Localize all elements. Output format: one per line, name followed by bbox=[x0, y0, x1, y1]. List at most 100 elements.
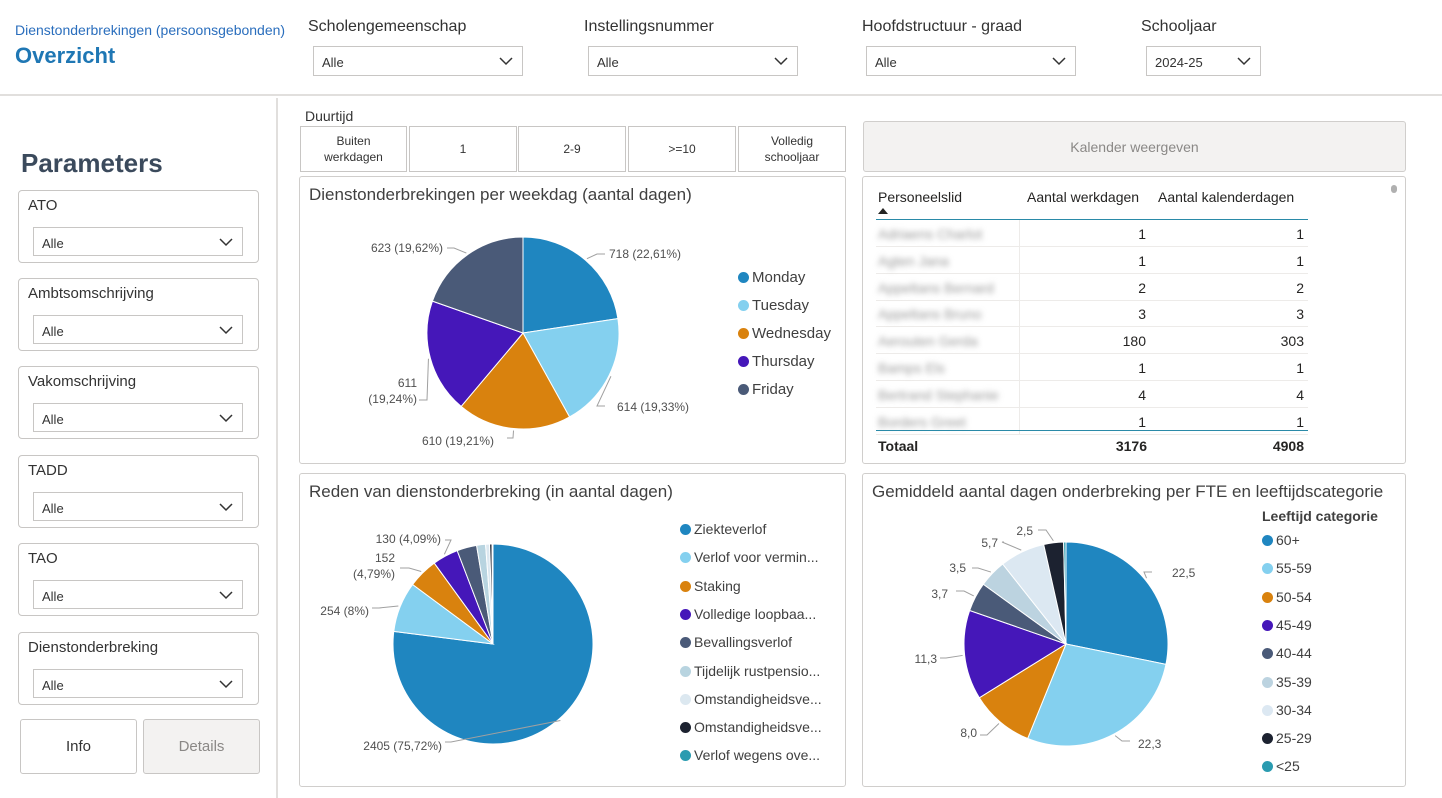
legend-item[interactable]: 45-49 bbox=[1262, 617, 1312, 633]
parameters-title: Parameters bbox=[21, 148, 163, 178]
legend-label: Thursday bbox=[752, 353, 815, 370]
legend-item[interactable]: Tijdelijk rustpensio... bbox=[680, 663, 820, 679]
duurtijd-option-gte10[interactable]: >=10 bbox=[628, 126, 736, 172]
ambtsomschrijving-dropdown[interactable]: Alle bbox=[33, 315, 243, 344]
werkdagen-cell: 1 bbox=[1138, 226, 1146, 242]
total-divider bbox=[876, 430, 1308, 431]
table-row[interactable]: Borders Greet 1 1 bbox=[876, 407, 1308, 435]
age-pie-chart: 22,5 22,3 8,0 11,3 3,73,5 5,7 2,5 bbox=[915, 524, 1196, 751]
dropdown-value: Alle bbox=[597, 55, 619, 70]
pie-slice[interactable] bbox=[1063, 541, 1067, 645]
legend-item[interactable]: 25-29 bbox=[1262, 730, 1312, 746]
legend-item[interactable]: 55-59 bbox=[1262, 560, 1312, 576]
chevron-down-icon bbox=[219, 326, 233, 335]
data-label: 8,0 bbox=[960, 726, 977, 740]
schooljaar-dropdown[interactable]: 2024-25 bbox=[1146, 46, 1261, 76]
dienstonderbreking-dropdown[interactable]: Alle bbox=[33, 669, 243, 698]
vakomschrijving-dropdown[interactable]: Alle bbox=[33, 403, 243, 432]
legend-item[interactable]: 30-34 bbox=[1262, 702, 1312, 718]
pie-slice[interactable] bbox=[522, 236, 619, 334]
dropdown-value: Alle bbox=[875, 55, 897, 70]
param-label: Dienstonderbreking bbox=[28, 639, 159, 656]
legend-dot bbox=[680, 665, 691, 677]
column-header-personeelslid[interactable]: Personeelslid bbox=[878, 189, 963, 205]
pie-slice[interactable] bbox=[1026, 643, 1167, 747]
pie-slice[interactable] bbox=[1065, 541, 1169, 665]
tao-dropdown[interactable]: Alle bbox=[33, 580, 243, 609]
legend-label: 25-29 bbox=[1276, 730, 1312, 747]
pie-slice[interactable] bbox=[460, 332, 571, 430]
legend-label: 55-59 bbox=[1276, 560, 1312, 577]
table-row[interactable]: Aerouten Gerda 180 303 bbox=[876, 327, 1308, 355]
dropdown-value: Alle bbox=[42, 501, 64, 516]
table-row[interactable]: Bamps Els 1 1 bbox=[876, 354, 1308, 381]
instellingsnummer-dropdown[interactable]: Alle bbox=[588, 46, 798, 76]
legend-dot bbox=[680, 750, 691, 762]
legend-label: Tijdelijk rustpensio... bbox=[694, 662, 821, 679]
legend-item[interactable]: <25 bbox=[1262, 758, 1300, 774]
scrollbar-thumb[interactable] bbox=[1391, 185, 1397, 193]
column-separator bbox=[1019, 327, 1020, 355]
table-row[interactable]: Bertrand Stephanie 4 4 bbox=[876, 380, 1308, 408]
hoofdstructuur-dropdown[interactable]: Alle bbox=[866, 46, 1076, 76]
column-header-werkdagen[interactable]: Aantal werkdagen bbox=[1027, 189, 1140, 205]
kalender-weergeven-button[interactable]: Kalender weergeven bbox=[863, 121, 1406, 172]
table-row[interactable]: Agten Jana 1 1 bbox=[876, 246, 1308, 274]
legend-item[interactable]: Staking bbox=[680, 578, 741, 594]
leader-line bbox=[940, 654, 963, 659]
chevron-down-icon bbox=[219, 238, 233, 247]
pie-slice[interactable] bbox=[426, 300, 524, 408]
sort-ascending-icon[interactable] bbox=[878, 207, 888, 215]
legend-item[interactable]: 60+ bbox=[1262, 532, 1300, 548]
legend-item[interactable]: 50-54 bbox=[1262, 589, 1312, 605]
legend-dot bbox=[680, 552, 691, 564]
legend-item[interactable]: Omstandigheidsve... bbox=[680, 719, 822, 735]
table-row[interactable]: Adriaens Charlot 1 1 bbox=[876, 220, 1308, 247]
chevron-down-icon bbox=[1237, 57, 1251, 66]
duurtijd-option-1[interactable]: 1 bbox=[409, 126, 517, 172]
chevron-down-icon bbox=[1052, 57, 1066, 66]
data-label: 623 (19,62%) bbox=[371, 241, 443, 255]
column-header-kalenderdagen[interactable]: Aantal kalenderdagen bbox=[1158, 189, 1295, 205]
details-button[interactable]: Details bbox=[143, 719, 260, 774]
legend-item[interactable]: Verlof voor vermin... bbox=[680, 549, 819, 565]
legend-item-thursday[interactable]: Thursday bbox=[738, 353, 815, 370]
legend-title: Leeftijd categorie bbox=[1262, 508, 1378, 524]
legend-item[interactable]: 35-39 bbox=[1262, 674, 1312, 690]
duurtijd-option-label: Buiten werkdagen bbox=[324, 134, 383, 164]
table-row[interactable]: Appeltans Bruno 3 3 bbox=[876, 300, 1308, 328]
pie-slice[interactable] bbox=[522, 318, 620, 418]
chevron-down-icon bbox=[219, 414, 233, 423]
legend-item-monday[interactable]: Monday bbox=[738, 269, 805, 286]
legend-label: Friday bbox=[752, 381, 794, 398]
legend-item[interactable]: Bevallingsverlof bbox=[680, 634, 792, 650]
info-button[interactable]: Info bbox=[20, 719, 137, 774]
pie-slice[interactable] bbox=[431, 236, 524, 334]
param-label: TAO bbox=[28, 550, 58, 567]
tadd-dropdown[interactable]: Alle bbox=[33, 492, 243, 521]
legend-item[interactable]: Omstandigheidsve... bbox=[680, 691, 822, 707]
legend-item-friday[interactable]: Friday bbox=[738, 381, 794, 398]
legend-item[interactable]: Ziekteverlof bbox=[680, 521, 766, 537]
legend-item-tuesday[interactable]: Tuesday bbox=[738, 297, 809, 314]
personeelslid-name: Bamps Els bbox=[878, 360, 945, 376]
legend-item[interactable]: Volledige loopbaa... bbox=[680, 606, 816, 622]
duurtijd-option-2-9[interactable]: 2-9 bbox=[518, 126, 626, 172]
scholengemeenschap-dropdown[interactable]: Alle bbox=[313, 46, 523, 76]
pie-slice[interactable] bbox=[491, 543, 494, 645]
legend-item[interactable]: Verlof wegens ove... bbox=[680, 747, 820, 763]
pie-slice[interactable] bbox=[963, 609, 1068, 699]
param-label: ATO bbox=[28, 197, 58, 214]
leader-line bbox=[1143, 571, 1152, 579]
chevron-down-icon bbox=[219, 591, 233, 600]
duurtijd-option-volledig-schooljaar[interactable]: Volledig schooljaar bbox=[738, 126, 846, 172]
legend-item[interactable]: 40-44 bbox=[1262, 645, 1312, 661]
table-row[interactable]: Appeltans Bernard 2 2 bbox=[876, 273, 1308, 301]
duurtijd-option-buiten-werkdagen[interactable]: Buiten werkdagen bbox=[300, 126, 407, 172]
legend-item-wednesday[interactable]: Wednesday bbox=[738, 325, 831, 342]
legend-label: 40-44 bbox=[1276, 645, 1312, 662]
leader-line bbox=[1038, 529, 1054, 542]
ato-dropdown[interactable]: Alle bbox=[33, 227, 243, 256]
werkdagen-cell: 4 bbox=[1138, 386, 1146, 403]
legend-dot bbox=[680, 722, 691, 734]
